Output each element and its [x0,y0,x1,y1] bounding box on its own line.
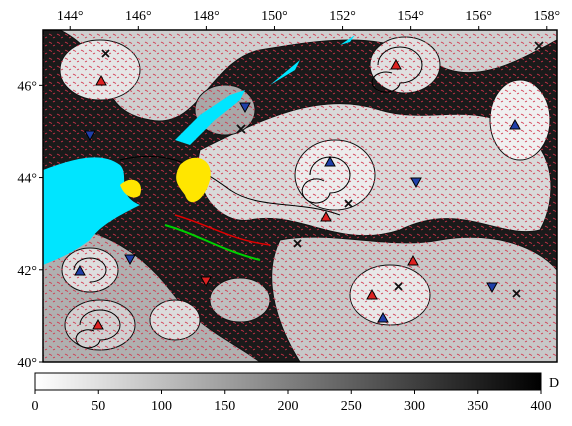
colorbar-tick-label: 250 [341,399,362,414]
lat-tick-label: 42° [17,264,37,279]
colorbar-label: D [549,376,559,391]
lon-tick-label: 152° [329,9,356,24]
lat-tick-label: 44° [17,172,37,187]
colorbar-tick-label: 0 [32,399,39,414]
lon-tick-label: 156° [465,9,492,24]
colorbar-tick-label: 350 [467,399,488,414]
lon-tick-label: 158° [533,9,560,24]
colorbar-tick-label: 100 [151,399,172,414]
lat-tick-label: 46° [17,79,37,94]
lon-tick-label: 146° [125,9,152,24]
lon-tick-label: 150° [261,9,288,24]
colorbar-tick-label: 400 [531,399,552,414]
lat-tick-label: 40° [17,356,37,371]
lon-tick-label: 148° [193,9,220,24]
figure: 144° 146° 148° 150° 152° 154° 156° 158° 40° 42° 44… [0,0,572,421]
lon-tick-label: 144° [57,9,84,24]
lon-tick-label: 154° [397,9,424,24]
page: 144° 146° 148° 150° 152° 154° 156° 158° 40° 42° 44… [0,0,572,426]
colorbar [35,373,541,390]
colorbar-tick-label: 50 [91,399,105,414]
colorbar-tick-label: 200 [278,399,299,414]
colorbar-tick-label: 150 [214,399,235,414]
map-field [43,30,557,362]
colorbar-tick-label: 300 [404,399,425,414]
